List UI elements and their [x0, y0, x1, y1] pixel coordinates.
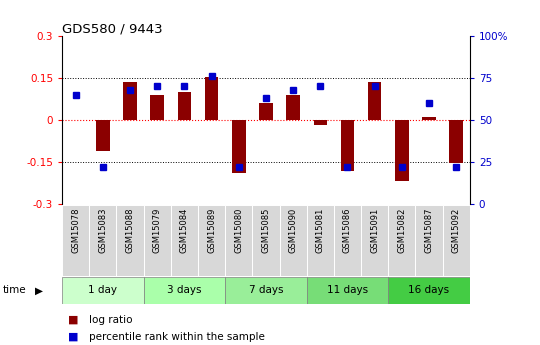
Bar	[178, 92, 191, 120]
Bar	[259, 103, 273, 120]
Text: GSM15089: GSM15089	[207, 207, 216, 253]
Text: percentile rank within the sample: percentile rank within the sample	[89, 332, 265, 342]
Text: GSM15086: GSM15086	[343, 207, 352, 253]
Bar	[449, 120, 463, 163]
Bar	[123, 82, 137, 120]
Bar	[225, 205, 252, 276]
Bar	[280, 205, 307, 276]
Bar	[171, 205, 198, 276]
Bar	[96, 120, 110, 150]
Text: ■: ■	[68, 315, 78, 325]
Bar	[341, 120, 354, 171]
Bar	[198, 205, 225, 276]
Text: 7 days: 7 days	[249, 286, 283, 295]
Bar	[415, 205, 443, 276]
Bar	[62, 205, 89, 276]
Bar	[232, 120, 246, 173]
Bar	[252, 205, 280, 276]
Text: GSM15085: GSM15085	[261, 207, 271, 253]
Bar	[307, 205, 334, 276]
Text: GSM15084: GSM15084	[180, 207, 189, 253]
Text: ▶: ▶	[35, 286, 43, 295]
Bar	[395, 120, 409, 181]
Bar	[307, 277, 388, 304]
Text: time: time	[3, 286, 26, 295]
Text: GDS580 / 9443: GDS580 / 9443	[62, 22, 163, 35]
Bar	[89, 205, 117, 276]
Text: 3 days: 3 days	[167, 286, 201, 295]
Text: GSM15088: GSM15088	[126, 207, 134, 253]
Bar	[422, 117, 436, 120]
Bar	[151, 95, 164, 120]
Bar	[62, 277, 144, 304]
Text: GSM15087: GSM15087	[424, 207, 434, 253]
Bar	[144, 277, 225, 304]
Text: ■: ■	[68, 332, 78, 342]
Text: GSM15091: GSM15091	[370, 207, 379, 253]
Bar	[443, 205, 470, 276]
Bar	[205, 77, 218, 120]
Bar	[144, 205, 171, 276]
Text: log ratio: log ratio	[89, 315, 133, 325]
Text: 1 day: 1 day	[89, 286, 117, 295]
Text: 16 days: 16 days	[408, 286, 450, 295]
Bar	[225, 277, 307, 304]
Text: GSM15092: GSM15092	[451, 207, 461, 253]
Text: GSM15080: GSM15080	[234, 207, 243, 253]
Bar	[314, 120, 327, 126]
Text: GSM15078: GSM15078	[71, 207, 80, 253]
Bar	[368, 82, 381, 120]
Bar	[388, 277, 470, 304]
Text: GSM15090: GSM15090	[288, 207, 298, 253]
Text: 11 days: 11 days	[327, 286, 368, 295]
Bar	[388, 205, 415, 276]
Bar	[361, 205, 388, 276]
Text: GSM15082: GSM15082	[397, 207, 406, 253]
Bar	[286, 95, 300, 120]
Text: GSM15081: GSM15081	[316, 207, 325, 253]
Text: GSM15079: GSM15079	[153, 207, 162, 253]
Text: GSM15083: GSM15083	[98, 207, 107, 253]
Bar	[117, 205, 144, 276]
Bar	[334, 205, 361, 276]
